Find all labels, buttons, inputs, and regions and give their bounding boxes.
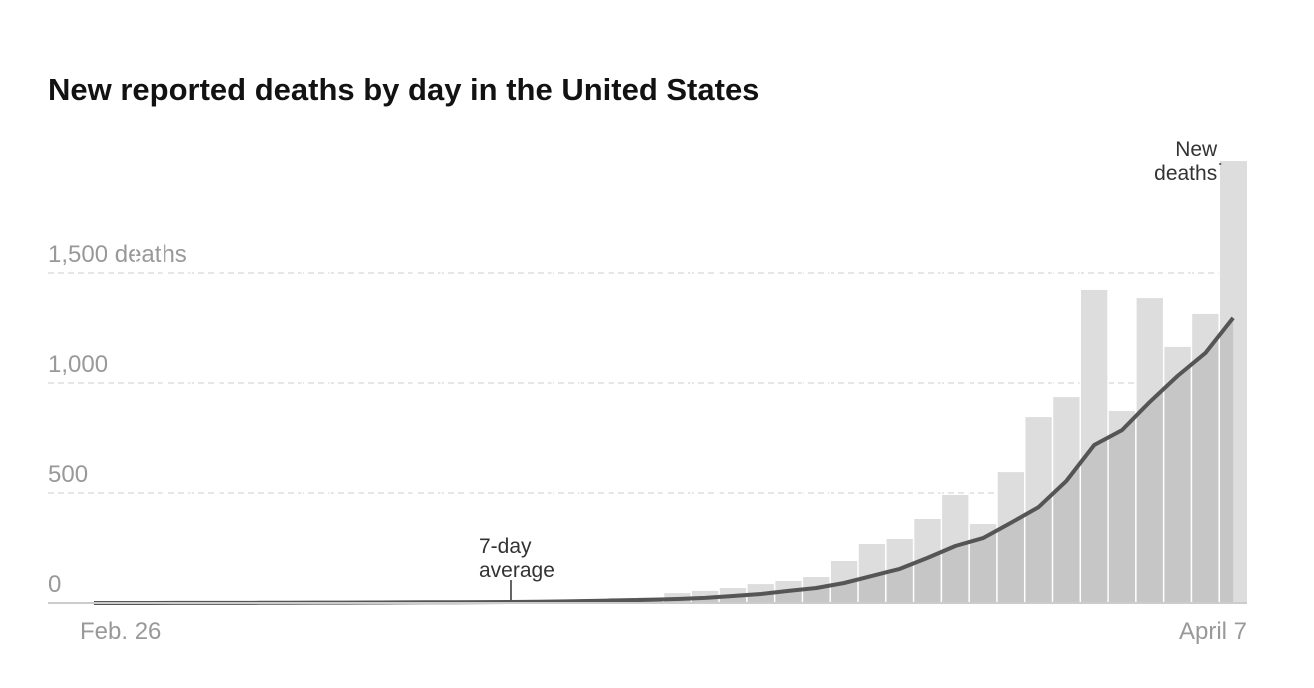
y-tick-label: 0: [48, 571, 61, 598]
annotation: 7-day: [479, 535, 532, 558]
annotation: New: [1175, 138, 1218, 161]
annotation: deaths: [1154, 162, 1217, 185]
x-tick-label: April 7: [1179, 618, 1247, 645]
chart-title: New reported deaths by day in the United…: [48, 72, 759, 107]
y-tick-label: 1,500 deaths: [48, 241, 187, 268]
annotation: average: [479, 559, 555, 582]
average-area: [93, 317, 1234, 603]
x-tick-label: Feb. 26: [80, 618, 161, 645]
y-tick-label: 500: [48, 461, 88, 488]
y-tick-label: 1,000: [48, 351, 108, 378]
